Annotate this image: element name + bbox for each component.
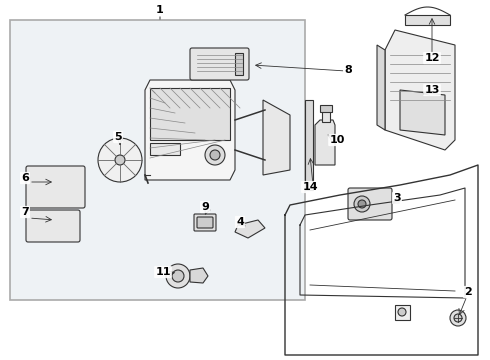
Circle shape	[354, 196, 370, 212]
Text: 9: 9	[201, 202, 209, 212]
Polygon shape	[385, 30, 455, 150]
Text: 12: 12	[424, 53, 440, 63]
FancyBboxPatch shape	[348, 188, 392, 220]
Bar	[320, 105, 332, 112]
Circle shape	[454, 314, 462, 322]
FancyBboxPatch shape	[26, 210, 80, 242]
Polygon shape	[190, 268, 208, 283]
Text: 13: 13	[424, 85, 440, 95]
Circle shape	[166, 264, 190, 288]
Polygon shape	[405, 15, 450, 25]
Bar	[305, 100, 313, 190]
Text: 11: 11	[155, 267, 171, 277]
Bar	[150, 143, 180, 155]
FancyBboxPatch shape	[26, 166, 85, 208]
Polygon shape	[235, 220, 265, 238]
Polygon shape	[150, 88, 230, 140]
Text: 4: 4	[236, 217, 244, 227]
Text: 8: 8	[344, 65, 352, 75]
Polygon shape	[400, 90, 445, 135]
Circle shape	[398, 308, 406, 316]
Text: 7: 7	[21, 207, 29, 217]
Polygon shape	[263, 100, 290, 175]
Circle shape	[205, 145, 225, 165]
Bar	[395, 305, 410, 320]
FancyBboxPatch shape	[190, 48, 249, 80]
Bar	[235, 53, 243, 75]
Bar	[322, 110, 330, 122]
Text: 14: 14	[302, 182, 318, 192]
Polygon shape	[377, 45, 385, 130]
Text: 10: 10	[329, 135, 344, 145]
Circle shape	[115, 155, 125, 165]
Circle shape	[450, 310, 466, 326]
Text: 3: 3	[393, 193, 401, 203]
FancyBboxPatch shape	[197, 217, 213, 228]
Text: 2: 2	[464, 287, 472, 297]
Text: 6: 6	[21, 173, 29, 183]
FancyBboxPatch shape	[10, 20, 305, 300]
Polygon shape	[315, 120, 335, 165]
Circle shape	[210, 150, 220, 160]
Text: 1: 1	[156, 5, 164, 15]
Circle shape	[98, 138, 142, 182]
Circle shape	[172, 270, 184, 282]
Polygon shape	[145, 80, 235, 180]
Text: 5: 5	[114, 132, 122, 142]
Circle shape	[358, 200, 366, 208]
FancyBboxPatch shape	[194, 214, 216, 231]
